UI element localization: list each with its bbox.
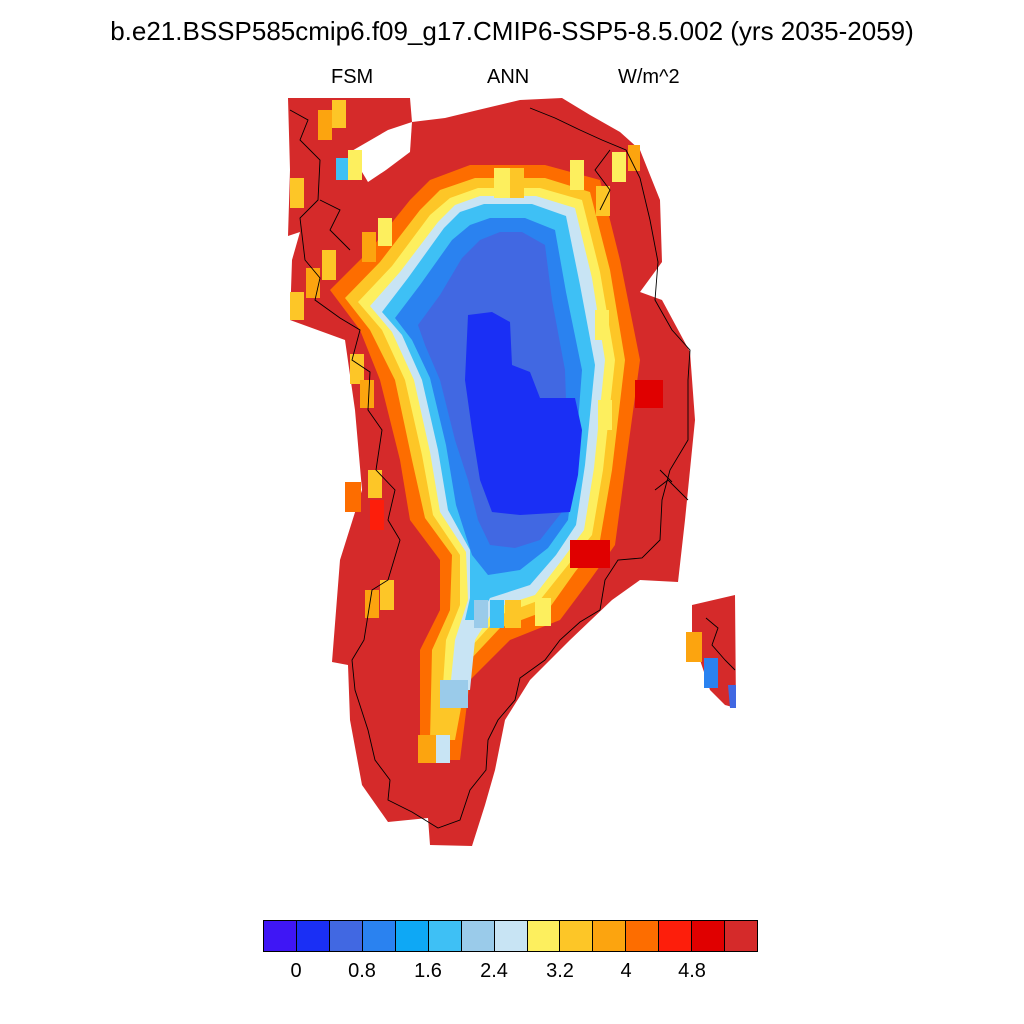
colorbar-tick-label: 3.2 [546,960,574,982]
low-flux-core [465,312,582,515]
colorbar-tick-label: 4.8 [678,960,706,982]
colorbar-segment [428,921,462,951]
island-region [692,595,736,708]
colorbar-tick-label: 4 [620,960,632,982]
colorbar-segment [395,921,429,951]
colorbar-segment [692,921,726,951]
colorbar-tick-label: 0.8 [348,960,376,982]
colorbar-segment [725,921,758,951]
colorbar-segment [527,921,561,951]
colorbar-segment [659,921,693,951]
season-label: ANN [487,66,530,88]
colorbar-segment [362,921,396,951]
colorbar-segment [329,921,363,951]
colorbar-segment [593,921,627,951]
colorbar-segment [264,921,297,951]
colorbar-segment [626,921,660,951]
units-label: W/m^2 [618,66,680,88]
colorbar [263,920,758,952]
coastline [289,107,736,829]
colorbar-segment [461,921,495,951]
colorbar-tick-label: 0 [290,960,302,982]
variable-label: FSM [331,66,374,88]
edge-pixels [290,100,663,763]
colorbar-segment [560,921,594,951]
colorbar-segment [494,921,528,951]
colorbar-tick-label: 2.4 [480,960,508,982]
colorbar-tick-label: 1.6 [414,960,442,982]
colorbar-segment [296,921,330,951]
plot-title: b.e21.BSSP585cmip6.f09_g17.CMIP6-SSP5-8.… [110,16,914,46]
